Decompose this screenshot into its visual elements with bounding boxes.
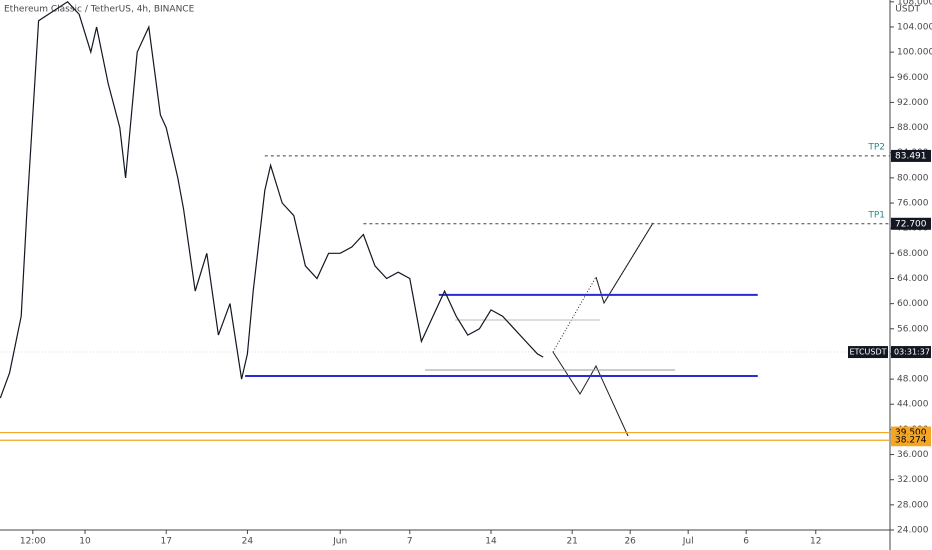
x-tick-label: 12 bbox=[810, 537, 821, 547]
x-tick-label: 7 bbox=[407, 537, 413, 547]
y-tick-label: 92.000 bbox=[897, 98, 929, 108]
x-tick-label: 26 bbox=[624, 537, 636, 547]
x-tick-label: 10 bbox=[79, 537, 91, 547]
symbol-label: ETCUSDT bbox=[849, 348, 886, 357]
support-label: 39.500 bbox=[895, 428, 927, 438]
y-tick-label: 64.000 bbox=[897, 274, 929, 284]
chart-title: Ethereum Classic / TetherUS, 4h, BINANCE bbox=[4, 5, 195, 15]
y-tick-label: 80.000 bbox=[897, 173, 929, 183]
y-tick-label: 32.000 bbox=[897, 475, 929, 485]
price-line bbox=[0, 1, 544, 399]
countdown-tag bbox=[891, 346, 931, 359]
x-tick-label: 24 bbox=[242, 537, 254, 547]
x-tick-label: Jun bbox=[332, 537, 347, 547]
y-tick-label: 24.000 bbox=[897, 526, 929, 536]
y-tick-label: 56.000 bbox=[897, 324, 929, 334]
y-tick-label: 68.000 bbox=[897, 249, 929, 259]
support-tag bbox=[891, 434, 931, 447]
currency: USDT bbox=[895, 5, 920, 15]
target-tag bbox=[891, 217, 931, 230]
y-tick-label: 100.000 bbox=[897, 48, 932, 58]
target-name: TP2 bbox=[867, 142, 885, 152]
countdown-label: 03:31:37 bbox=[894, 348, 930, 357]
x-tick-label: 17 bbox=[160, 537, 171, 547]
y-tick-label: 108.000 bbox=[897, 0, 932, 7]
y-tick-label: 60.000 bbox=[897, 299, 929, 309]
y-tick-label: 44.000 bbox=[897, 400, 929, 410]
x-tick-label: 21 bbox=[566, 537, 577, 547]
target-name: TP1 bbox=[867, 210, 885, 220]
target-label: 72.700 bbox=[895, 219, 927, 229]
symbol-tag bbox=[848, 346, 888, 359]
x-tick-label: 12:00 bbox=[20, 537, 46, 547]
target-label: 83.491 bbox=[895, 151, 927, 161]
y-tick-label: 88.000 bbox=[897, 123, 929, 133]
y-tick-label: 28.000 bbox=[897, 500, 929, 510]
y-tick-label: 48.000 bbox=[897, 375, 929, 385]
x-tick-label: Jul bbox=[682, 537, 694, 547]
bull-path bbox=[595, 222, 654, 305]
y-tick-label: 36.000 bbox=[897, 450, 929, 460]
projection bbox=[425, 222, 675, 437]
y-tick-label: 104.000 bbox=[897, 22, 932, 32]
x-tick-label: 6 bbox=[743, 537, 749, 547]
y-tick-label: 76.000 bbox=[897, 199, 929, 209]
support-label: 38.274 bbox=[895, 436, 927, 446]
bear-path bbox=[552, 351, 629, 437]
x-tick-label: 14 bbox=[485, 537, 497, 547]
target-tag bbox=[891, 149, 931, 162]
y-tick-label: 96.000 bbox=[897, 73, 929, 83]
